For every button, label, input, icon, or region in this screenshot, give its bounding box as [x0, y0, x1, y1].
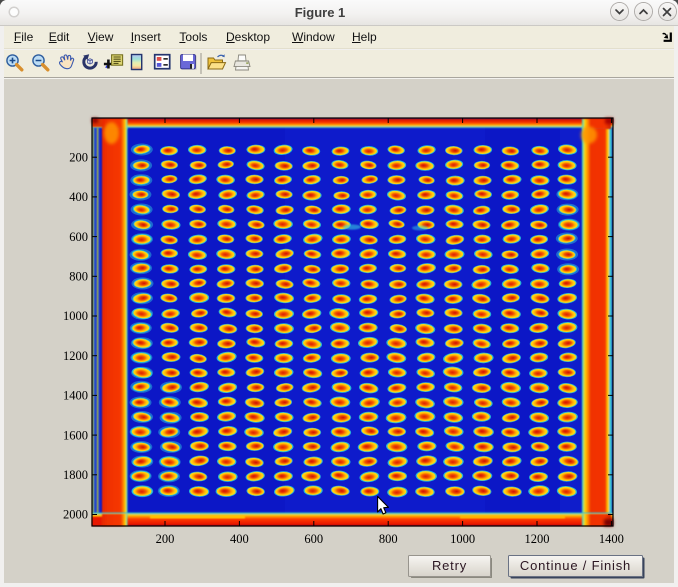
svg-text:1400: 1400: [63, 389, 88, 403]
svg-text:200: 200: [69, 150, 88, 164]
svg-text:1000: 1000: [63, 309, 88, 323]
svg-text:1000: 1000: [450, 532, 475, 546]
svg-text:1600: 1600: [63, 428, 88, 442]
svg-text:1200: 1200: [63, 349, 88, 363]
svg-text:200: 200: [156, 532, 175, 546]
svg-text:2000: 2000: [63, 508, 88, 522]
svg-text:400: 400: [69, 190, 88, 204]
svg-text:800: 800: [69, 270, 88, 284]
svg-text:800: 800: [379, 532, 398, 546]
svg-text:1800: 1800: [63, 468, 88, 482]
svg-text:600: 600: [304, 532, 323, 546]
svg-text:400: 400: [230, 532, 249, 546]
svg-text:600: 600: [69, 230, 88, 244]
svg-text:1200: 1200: [525, 532, 550, 546]
svg-text:1400: 1400: [599, 532, 624, 546]
